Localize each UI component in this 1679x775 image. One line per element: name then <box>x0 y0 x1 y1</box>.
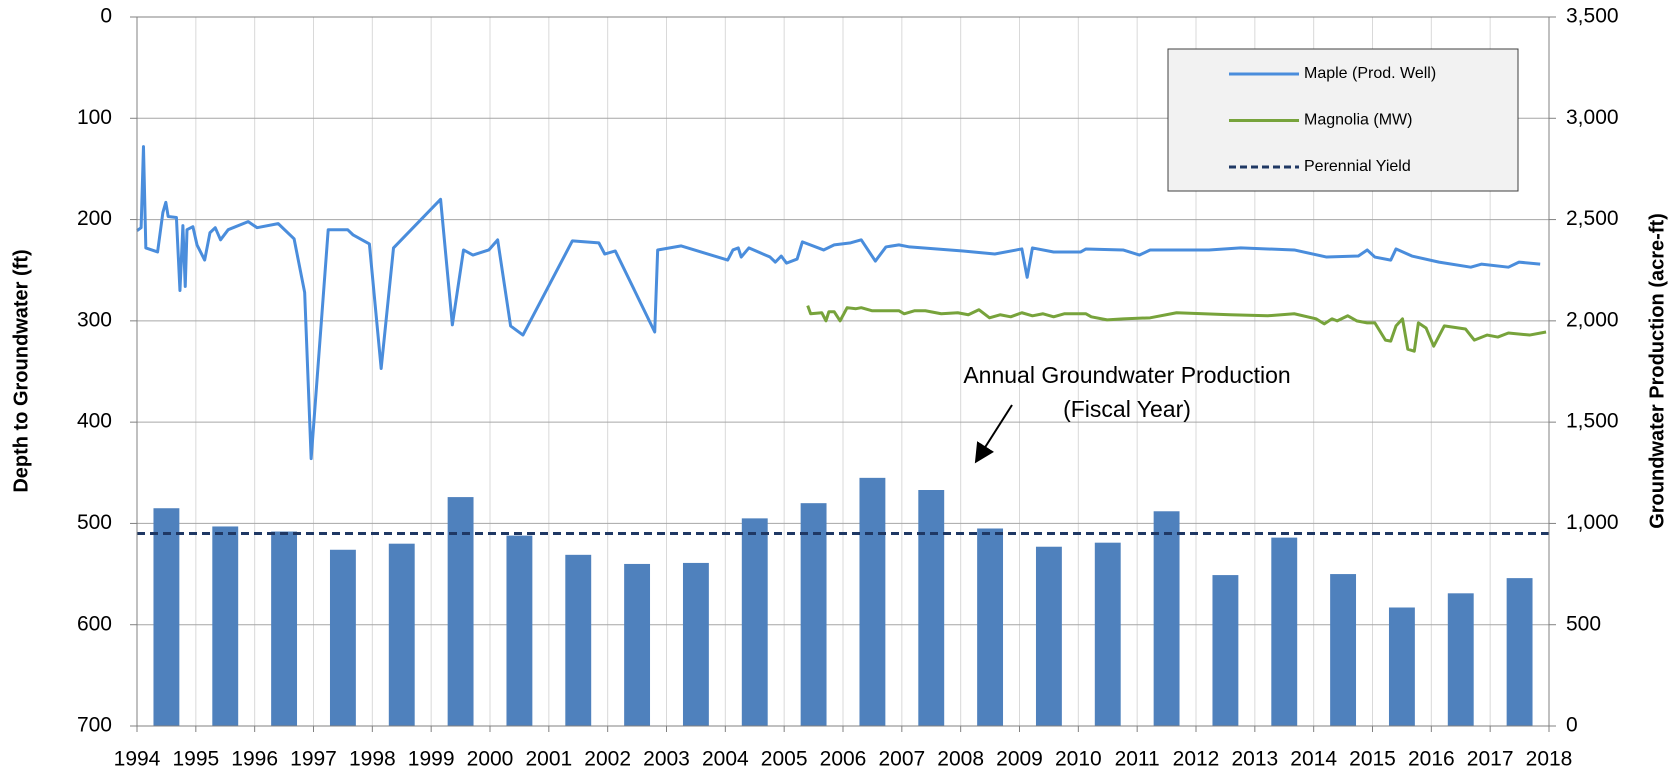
bar <box>1271 537 1298 726</box>
x-tick-label: 2017 <box>1467 748 1514 771</box>
y2-tick-label: 500 <box>1566 612 1601 635</box>
annotation: (Fiscal Year) <box>1063 396 1191 422</box>
x-tick-label: 2001 <box>525 748 572 771</box>
y2-tick-label: 0 <box>1566 714 1578 737</box>
x-tick-label: 2016 <box>1408 748 1455 771</box>
bar <box>1153 511 1180 726</box>
bar <box>1330 574 1357 726</box>
x-tick-label: 1999 <box>408 748 455 771</box>
bar <box>741 518 768 726</box>
bar <box>1094 542 1121 726</box>
y-tick-label: 700 <box>77 714 112 737</box>
x-tick-label: 2003 <box>643 748 690 771</box>
annotation-arrow <box>974 404 1013 464</box>
bar <box>800 503 827 726</box>
y-tick-label: 400 <box>77 410 112 433</box>
y-tick-label: 200 <box>77 207 112 230</box>
legend-label: Perennial Yield <box>1304 158 1411 175</box>
x-tick-label: 2015 <box>1349 748 1396 771</box>
x-tick-label: 1996 <box>231 748 278 771</box>
x-tick-label: 1994 <box>114 748 161 771</box>
y2-tick-label: 2,000 <box>1566 308 1619 331</box>
x-tick-label: 2008 <box>937 748 984 771</box>
x-tick-label: 2002 <box>584 748 631 771</box>
bar <box>565 554 592 726</box>
y-tick-label: 600 <box>77 612 112 635</box>
y-tick-label: 0 <box>100 5 112 28</box>
y-tick-label: 300 <box>77 308 112 331</box>
y2-axis-title: Groundwater Production (acre-ft) <box>1646 213 1668 529</box>
y2-tick-label: 1,500 <box>1566 410 1619 433</box>
x-tick-label: 2014 <box>1290 748 1337 771</box>
y-tick-label: 100 <box>77 106 112 129</box>
bar <box>977 528 1004 726</box>
y2-tick-label: 1,000 <box>1566 511 1619 534</box>
bar <box>212 526 239 726</box>
x-tick-label: 2009 <box>996 748 1043 771</box>
x-tick-label: 2018 <box>1526 748 1573 771</box>
line <box>136 145 1541 461</box>
x-tick-label: 2000 <box>467 748 514 771</box>
bar <box>271 531 298 726</box>
legend-label: Magnolia (MW) <box>1304 112 1412 129</box>
bar <box>153 508 180 726</box>
x-tick-label: 1998 <box>349 748 396 771</box>
bar <box>859 477 886 726</box>
bar <box>624 563 651 726</box>
x-tick-label: 1995 <box>172 748 219 771</box>
x-tick-label: 2006 <box>820 748 867 771</box>
bar <box>1035 546 1062 726</box>
x-tick-label: 2007 <box>878 748 925 771</box>
bar <box>329 549 356 726</box>
annotation: Annual Groundwater Production <box>963 362 1290 388</box>
y2-tick-label: 3,000 <box>1566 106 1619 129</box>
x-tick-label: 2004 <box>702 748 749 771</box>
y2-tick-label: 3,500 <box>1566 5 1619 28</box>
bar <box>1506 578 1533 726</box>
bar <box>447 497 474 726</box>
line <box>806 305 1547 353</box>
y2-tick-label: 2,500 <box>1566 207 1619 230</box>
bar <box>1212 575 1239 726</box>
legend-box <box>1167 48 1519 192</box>
x-tick-label: 2005 <box>761 748 808 771</box>
bar <box>506 535 533 726</box>
y-tick-label: 500 <box>77 511 112 534</box>
bar <box>682 562 709 726</box>
bar <box>1388 607 1415 726</box>
x-tick-label: 2013 <box>1231 748 1278 771</box>
y-axis-title: Depth to Groundwater (ft) <box>10 249 32 492</box>
x-tick-label: 2012 <box>1173 748 1220 771</box>
x-tick-label: 2010 <box>1055 748 1102 771</box>
x-tick-label: 1997 <box>290 748 337 771</box>
legend-label: Maple (Prod. Well) <box>1304 65 1436 82</box>
bar <box>388 543 415 726</box>
x-tick-label: 2011 <box>1115 748 1160 771</box>
bar <box>918 490 945 726</box>
bar <box>1447 593 1474 726</box>
